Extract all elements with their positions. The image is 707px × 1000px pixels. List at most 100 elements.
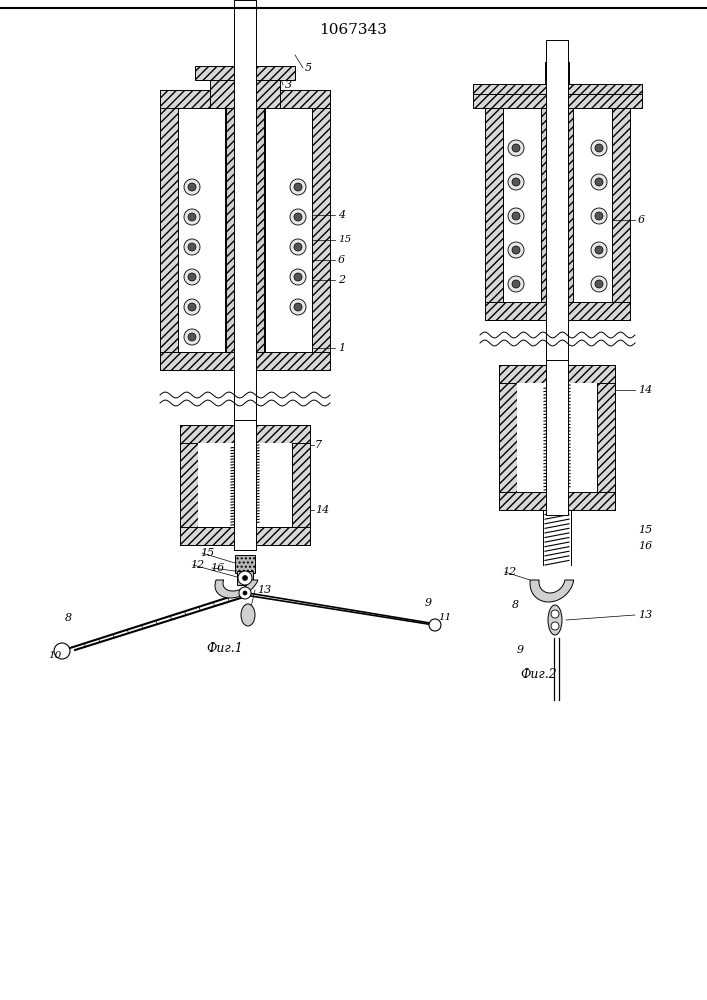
Bar bbox=[180, 527, 310, 545]
Polygon shape bbox=[215, 580, 258, 598]
Text: 14: 14 bbox=[638, 385, 653, 395]
Bar bbox=[499, 492, 615, 510]
Circle shape bbox=[243, 576, 247, 580]
Circle shape bbox=[184, 209, 200, 225]
Bar bbox=[499, 365, 517, 510]
Circle shape bbox=[188, 183, 196, 191]
Circle shape bbox=[508, 174, 524, 190]
Circle shape bbox=[595, 178, 603, 186]
Circle shape bbox=[294, 183, 302, 191]
Bar bbox=[473, 94, 642, 108]
Bar bbox=[545, 62, 569, 84]
Text: 15: 15 bbox=[638, 525, 653, 535]
Bar bbox=[178, 108, 225, 352]
Circle shape bbox=[184, 329, 200, 345]
Circle shape bbox=[184, 179, 200, 195]
Circle shape bbox=[290, 269, 306, 285]
Bar bbox=[195, 66, 295, 80]
Circle shape bbox=[290, 239, 306, 255]
Circle shape bbox=[512, 246, 520, 254]
Bar bbox=[563, 108, 573, 302]
Bar bbox=[312, 90, 330, 370]
Circle shape bbox=[512, 178, 520, 186]
Bar bbox=[234, 0, 256, 450]
Circle shape bbox=[188, 273, 196, 281]
Circle shape bbox=[429, 619, 441, 631]
Circle shape bbox=[294, 303, 302, 311]
Circle shape bbox=[512, 280, 520, 288]
Polygon shape bbox=[530, 580, 573, 602]
Text: 1: 1 bbox=[338, 343, 345, 353]
Circle shape bbox=[508, 242, 524, 258]
Circle shape bbox=[294, 213, 302, 221]
Circle shape bbox=[290, 179, 306, 195]
Text: 11: 11 bbox=[438, 613, 451, 622]
Text: 6: 6 bbox=[638, 215, 645, 225]
Text: Фиг.1: Фиг.1 bbox=[206, 642, 243, 654]
Bar bbox=[597, 365, 615, 510]
Circle shape bbox=[290, 299, 306, 315]
Circle shape bbox=[239, 587, 251, 599]
Bar bbox=[485, 90, 630, 108]
Bar bbox=[236, 36, 254, 66]
Bar bbox=[473, 84, 642, 94]
Text: 6: 6 bbox=[338, 255, 345, 265]
Circle shape bbox=[595, 212, 603, 220]
Text: 13: 13 bbox=[638, 610, 653, 620]
Text: 8: 8 bbox=[65, 613, 72, 623]
Circle shape bbox=[188, 303, 196, 311]
Text: Фиг.2: Фиг.2 bbox=[520, 668, 557, 682]
Bar bbox=[234, 420, 256, 550]
Text: 15: 15 bbox=[338, 235, 351, 244]
Bar bbox=[160, 352, 330, 370]
Bar bbox=[265, 108, 312, 352]
Bar bbox=[234, 0, 256, 415]
Text: 5: 5 bbox=[305, 63, 312, 73]
Bar bbox=[517, 383, 597, 492]
Circle shape bbox=[290, 209, 306, 225]
Circle shape bbox=[238, 571, 252, 585]
Bar bbox=[235, 555, 255, 573]
Bar bbox=[546, 0, 568, 355]
Bar bbox=[160, 90, 330, 108]
Bar bbox=[180, 425, 198, 545]
Text: 12: 12 bbox=[190, 560, 204, 570]
Circle shape bbox=[54, 643, 70, 659]
Circle shape bbox=[294, 273, 302, 281]
Circle shape bbox=[184, 299, 200, 315]
Circle shape bbox=[595, 246, 603, 254]
Bar bbox=[180, 425, 310, 443]
Bar bbox=[254, 108, 264, 352]
Bar bbox=[541, 108, 551, 302]
Text: 4: 4 bbox=[338, 210, 345, 220]
Circle shape bbox=[591, 242, 607, 258]
Circle shape bbox=[188, 213, 196, 221]
Bar bbox=[499, 365, 615, 383]
Text: 2: 2 bbox=[338, 275, 345, 285]
Text: 8: 8 bbox=[512, 600, 519, 610]
Text: 1067343: 1067343 bbox=[320, 23, 387, 37]
Text: 16: 16 bbox=[638, 541, 653, 551]
Text: 14: 14 bbox=[315, 505, 329, 515]
Text: 16: 16 bbox=[210, 563, 224, 573]
Ellipse shape bbox=[241, 604, 255, 626]
Circle shape bbox=[508, 140, 524, 156]
Circle shape bbox=[508, 208, 524, 224]
Bar bbox=[546, 360, 568, 515]
Bar bbox=[485, 302, 630, 320]
Circle shape bbox=[591, 174, 607, 190]
Bar bbox=[612, 90, 630, 320]
Circle shape bbox=[512, 212, 520, 220]
Text: 3: 3 bbox=[285, 80, 292, 90]
Bar bbox=[546, 40, 568, 440]
Bar bbox=[210, 80, 280, 108]
Bar bbox=[226, 108, 236, 352]
Bar bbox=[292, 425, 310, 545]
Circle shape bbox=[188, 333, 196, 341]
Text: 10: 10 bbox=[48, 652, 62, 660]
Bar bbox=[160, 90, 178, 370]
Circle shape bbox=[551, 622, 559, 630]
Text: 13: 13 bbox=[257, 585, 271, 595]
Circle shape bbox=[591, 140, 607, 156]
Circle shape bbox=[184, 269, 200, 285]
